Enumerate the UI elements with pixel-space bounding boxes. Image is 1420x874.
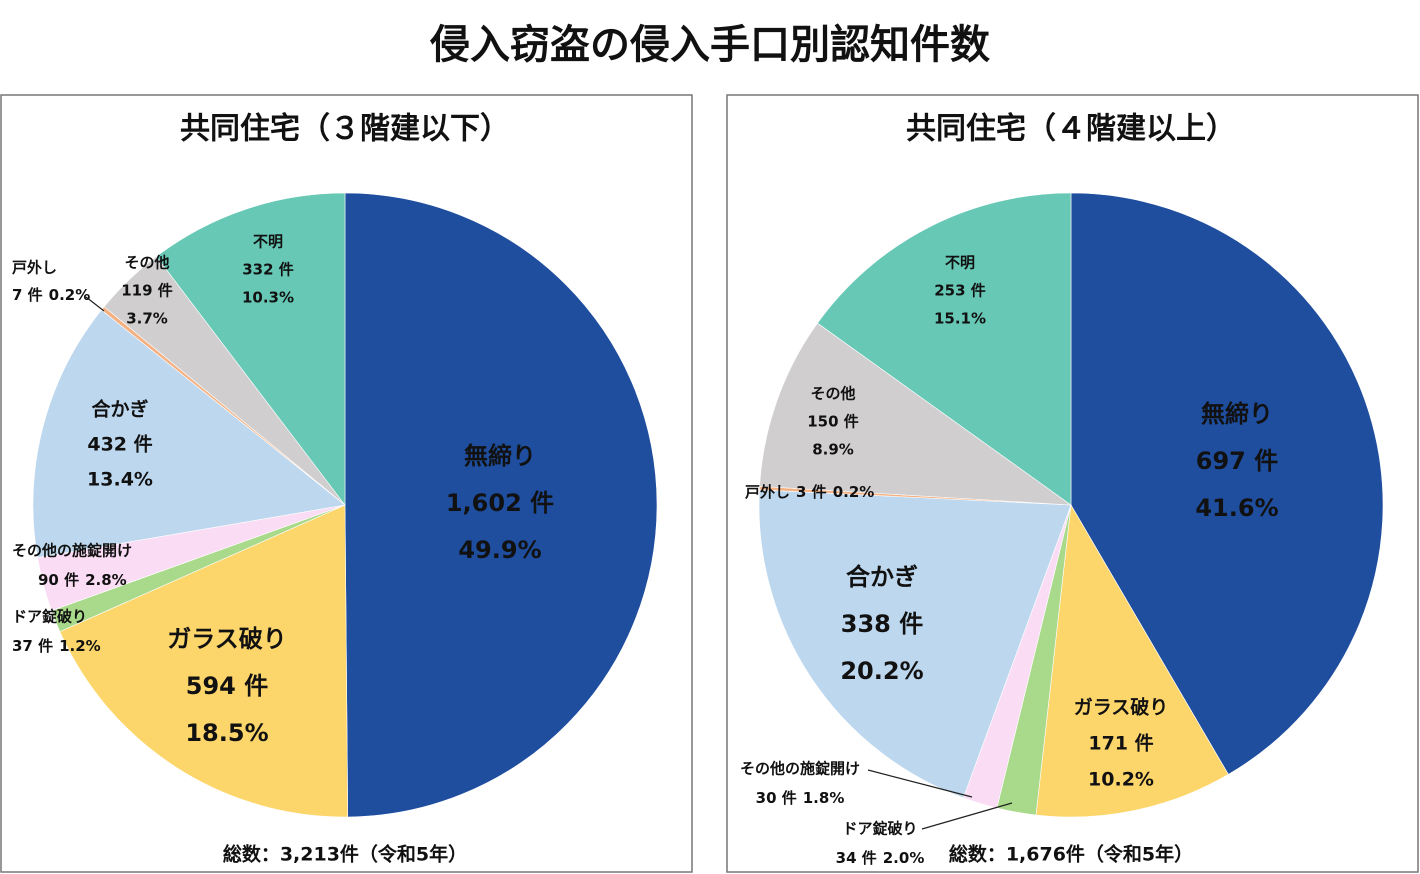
category-label: その他: [810, 385, 855, 403]
percent-label: 15.1%: [934, 310, 986, 328]
category-label: その他: [124, 254, 169, 272]
panel: [726, 94, 1419, 873]
category-label: 不明: [945, 254, 975, 272]
data-label-part: 90 件: [38, 571, 79, 589]
data-label-part: 3 件: [796, 483, 827, 501]
category-label: ガラス破り: [1074, 697, 1169, 719]
category-label: 無締り: [1201, 400, 1273, 428]
data-label-part: 34 件: [836, 849, 877, 867]
value-label: 332 件: [242, 261, 294, 279]
value-label: 697 件: [1196, 447, 1278, 475]
value-label: 594 件: [186, 672, 268, 700]
pie-slice: [155, 192, 346, 506]
category-label: ドア錠破り: [12, 608, 87, 626]
leader-line: [85, 296, 105, 312]
percent-label: 8.9%: [812, 441, 854, 459]
leader-line: [867, 769, 973, 798]
data-label: 7 件 0.2%: [12, 286, 90, 304]
data-label-part: 1.2%: [59, 637, 101, 655]
data-label-part: 7 件: [12, 286, 43, 304]
data-label-part: 2.8%: [85, 571, 127, 589]
data-label: 37 件 1.2%: [12, 637, 101, 655]
note: 総数：3,213件（令和5年）: [223, 843, 467, 866]
category-label: その他の施錠開け: [740, 760, 860, 778]
value-label: 171 件: [1088, 732, 1153, 755]
percent-label: 18.5%: [185, 719, 268, 747]
pie-slice: [817, 192, 1072, 506]
percent-label: 10.2%: [1088, 769, 1154, 791]
category-label: その他の施錠開け: [12, 542, 132, 560]
value-label: 150 件: [807, 413, 859, 431]
data-label-part: 0.2%: [833, 483, 875, 501]
pie-slice: [759, 322, 1073, 506]
data-label: 戸外し 3 件 0.2%: [745, 483, 874, 501]
data-label-part: 30 件: [756, 789, 797, 807]
pie-slice: [1035, 504, 1229, 818]
percent-label: 20.2%: [840, 657, 923, 685]
percent-label: 13.4%: [87, 469, 153, 491]
chart-title: 共同住宅（４階建以上）: [906, 112, 1236, 147]
category-label: 戸外し: [12, 259, 57, 277]
data-label: 90 件 2.8%: [38, 571, 127, 589]
data-label-part: 37 件: [12, 637, 53, 655]
note: 総数：1,676件（令和5年）: [949, 843, 1193, 866]
value-label: 253 件: [934, 282, 986, 300]
pie-slice: [344, 192, 658, 818]
data-label-part: 1.8%: [803, 789, 845, 807]
percent-label: 10.3%: [242, 289, 294, 307]
percent-label: 3.7%: [126, 310, 168, 328]
category-label: ドア錠破り: [842, 820, 917, 838]
percent-label: 41.6%: [1195, 494, 1278, 522]
pie-slice: [1070, 192, 1384, 775]
percent-label: 49.9%: [458, 536, 541, 564]
value-label: 432 件: [87, 433, 152, 456]
pie-slice: [758, 489, 1072, 799]
data-label-part: 戸外し: [745, 483, 790, 501]
category-label: 無締り: [464, 442, 536, 470]
leader-line: [921, 802, 1013, 830]
value-label: 119 件: [121, 282, 173, 300]
category-label: 合かぎ: [91, 398, 148, 421]
panel: [0, 94, 693, 873]
category-label: 不明: [253, 233, 283, 251]
category-label: ガラス破り: [167, 625, 287, 653]
data-label-part: 2.0%: [883, 849, 925, 867]
pie-slice: [32, 309, 346, 559]
data-label: 34 件 2.0%: [836, 849, 925, 867]
value-label: 338 件: [841, 610, 923, 638]
pie-slice: [59, 504, 349, 818]
value-label: 1,602 件: [446, 489, 554, 517]
data-label-part: 0.2%: [49, 286, 91, 304]
category-label: 合かぎ: [846, 563, 918, 591]
chart-title: 共同住宅（３階建以下）: [180, 112, 510, 147]
main-title: 侵入窃盗の侵入手口別認知件数: [429, 22, 990, 68]
data-label: 30 件 1.8%: [756, 789, 845, 807]
